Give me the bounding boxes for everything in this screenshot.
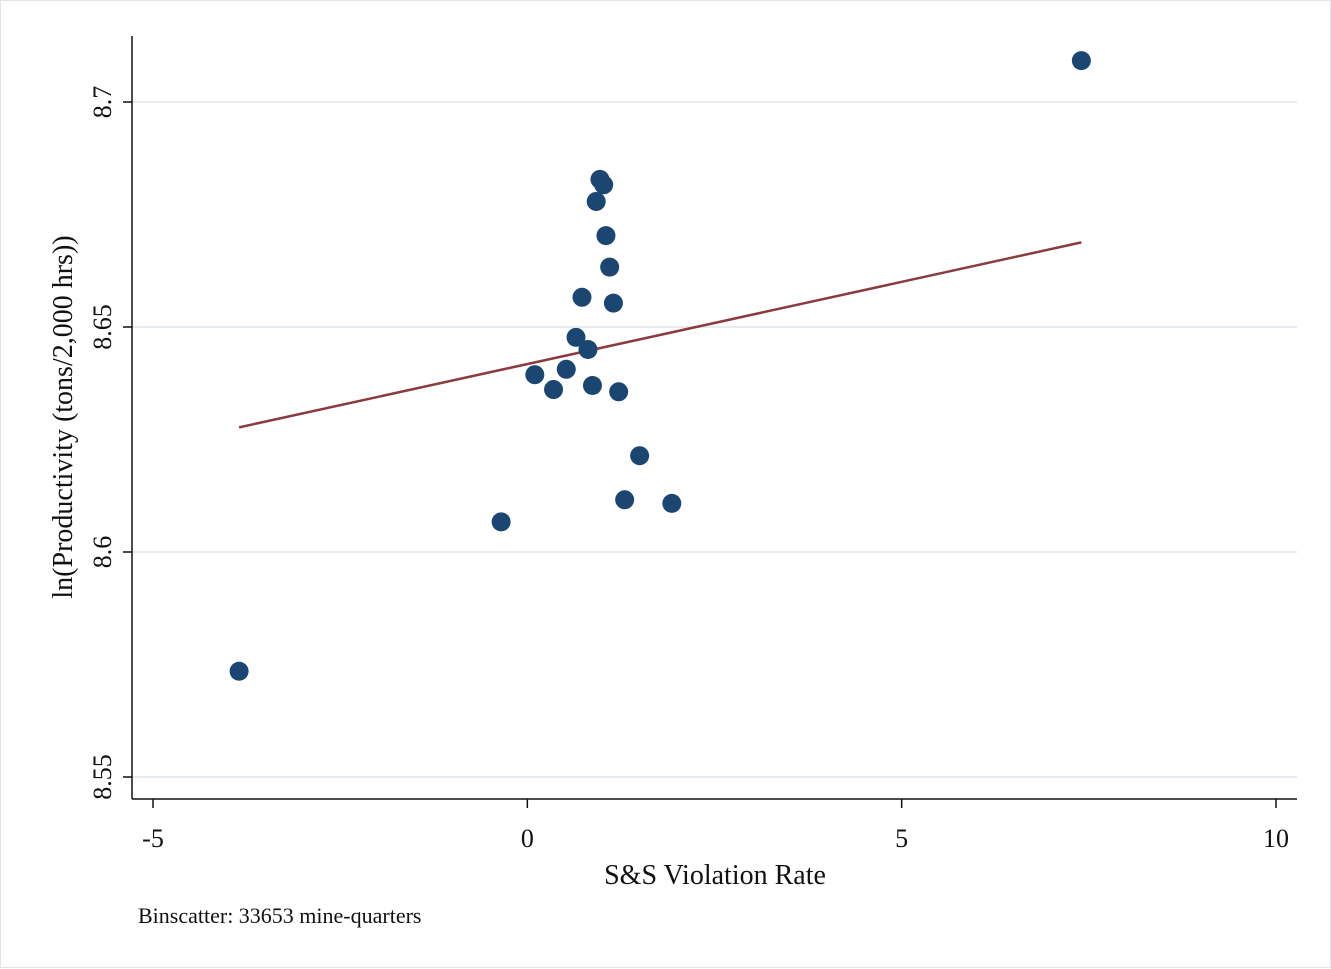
- axes: [131, 36, 1297, 800]
- y-axis-title: ln(Productivity (tons/2,000 hrs)): [48, 235, 79, 598]
- y-tick-label: 8.65: [88, 304, 117, 350]
- data-point: [600, 257, 620, 277]
- y-axis-ticks: 8.55 8.6 8.65 8.7: [88, 86, 132, 800]
- x-tick-label: -5: [142, 824, 164, 853]
- data-point: [572, 287, 592, 307]
- data-point: [525, 365, 545, 385]
- data-point: [1071, 51, 1091, 71]
- x-axis-title: S&S Violation Rate: [604, 860, 826, 891]
- data-point: [544, 380, 564, 400]
- x-tick-label: 0: [521, 824, 534, 853]
- data-points: [229, 51, 1091, 681]
- data-point: [609, 382, 629, 402]
- data-point: [615, 490, 635, 510]
- data-point: [229, 661, 249, 681]
- grid-lines: [132, 101, 1297, 778]
- x-tick-label: 10: [1263, 824, 1289, 853]
- data-point: [662, 493, 682, 513]
- data-point: [586, 191, 606, 211]
- data-point: [566, 327, 586, 347]
- data-point: [578, 340, 598, 359]
- y-tick-label: 8.55: [88, 754, 117, 800]
- y-tick-label: 8.7: [88, 86, 117, 119]
- x-axis-ticks: -5 0 5 10: [142, 799, 1289, 853]
- data-point: [603, 293, 623, 313]
- data-point: [594, 175, 614, 195]
- data-point: [630, 446, 650, 466]
- chart-note: Binscatter: 33653 mine-quarters: [138, 903, 421, 928]
- y-tick-label: 8.6: [88, 536, 117, 569]
- fit-line: [238, 241, 1082, 429]
- data-point: [556, 359, 576, 379]
- data-point: [582, 376, 602, 395]
- x-tick-label: 5: [895, 824, 908, 853]
- data-point: [491, 512, 511, 532]
- fit-line-group: [238, 241, 1082, 429]
- data-point: [596, 226, 616, 246]
